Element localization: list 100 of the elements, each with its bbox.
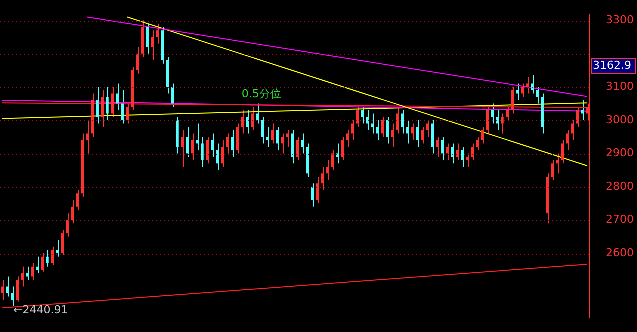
candlestick — [221, 140, 224, 168]
candlestick — [501, 113, 504, 134]
candlestick — [571, 120, 574, 141]
y-tick-label: 3000 — [606, 113, 634, 126]
candlestick — [441, 136, 444, 161]
annotation: 0.5分位 — [242, 87, 282, 100]
candlestick — [416, 120, 419, 148]
candlestick — [276, 126, 279, 151]
candlestick — [386, 116, 389, 144]
candlestick — [336, 143, 339, 164]
candlestick — [36, 256, 39, 274]
candlestick — [381, 116, 384, 138]
candlestick — [311, 183, 314, 208]
candlestick — [151, 30, 154, 62]
candlestick — [186, 126, 189, 158]
candlestick — [116, 83, 119, 111]
candlestick — [566, 130, 569, 151]
candlestick — [201, 136, 204, 168]
candlestick — [206, 136, 209, 164]
candlestick — [356, 106, 359, 128]
y-tick-label: 2800 — [606, 180, 634, 193]
candlestick — [156, 23, 159, 44]
candlestick — [291, 130, 294, 164]
candlestick — [46, 250, 49, 268]
candlestick — [491, 103, 494, 124]
candlestick — [481, 126, 484, 144]
candlestick — [136, 46, 139, 74]
candlestick — [251, 106, 254, 131]
candlestick — [406, 120, 409, 144]
candlestick — [61, 230, 64, 256]
candlestick — [531, 74, 534, 94]
candlestick — [216, 143, 219, 171]
candlestick — [191, 133, 194, 161]
candlestick — [281, 133, 284, 154]
candlestick — [476, 136, 479, 151]
candlestick — [556, 153, 559, 174]
candlestick — [106, 86, 109, 121]
candlestick — [456, 143, 459, 161]
candlestick — [26, 266, 29, 281]
candlestick — [11, 286, 14, 307]
candlestick — [1, 280, 4, 301]
candlestick — [581, 100, 584, 121]
candlestick — [361, 106, 364, 124]
candlestick — [21, 266, 24, 288]
candlestick — [261, 116, 264, 144]
candlestick — [241, 110, 244, 134]
candlestick — [366, 110, 369, 131]
candlestick — [111, 86, 114, 118]
candlestick — [351, 120, 354, 141]
candlestick — [396, 106, 399, 134]
candlestick — [31, 262, 34, 281]
candlestick — [506, 106, 509, 121]
candlestick — [411, 123, 414, 141]
candlestick — [76, 190, 79, 211]
candlestick — [561, 140, 564, 164]
candlestick — [226, 133, 229, 154]
y-tick-label: 3162.9 — [593, 59, 632, 72]
annotation: ←2440.91 — [14, 303, 68, 316]
candlestick — [436, 136, 439, 158]
y-tick-label: 2600 — [606, 246, 634, 260]
candlestick — [536, 86, 539, 104]
candlestick — [86, 120, 89, 154]
candlestick — [286, 130, 289, 148]
candlestick — [496, 110, 499, 131]
candlestick — [341, 136, 344, 161]
candlestick — [576, 106, 579, 128]
candlestick — [181, 130, 184, 168]
candlestick — [331, 150, 334, 171]
candlestick — [521, 83, 524, 98]
candlestick — [421, 126, 424, 144]
candlestick — [316, 176, 319, 204]
candlestick — [391, 123, 394, 148]
candlestick — [121, 90, 124, 124]
y-tick-label: 2900 — [606, 146, 634, 160]
candlestick — [171, 83, 174, 108]
candlestick — [451, 143, 454, 164]
candlestick — [551, 160, 554, 181]
candlestick — [371, 113, 374, 134]
candlestick — [236, 123, 239, 154]
candlestick — [376, 120, 379, 141]
candlestick — [346, 130, 349, 148]
candlestick — [326, 160, 329, 181]
candlestick — [96, 86, 99, 124]
candlestick — [466, 153, 469, 168]
candlestick — [426, 120, 429, 138]
candlestick — [301, 133, 304, 154]
candlestick — [101, 90, 104, 128]
candlestick — [446, 143, 449, 161]
candlestick — [146, 23, 149, 54]
y-tick-label: 3100 — [606, 80, 634, 93]
candlestick — [461, 146, 464, 168]
candlestick — [511, 86, 514, 114]
candlestick — [126, 103, 129, 124]
candlestick — [296, 136, 299, 161]
candlestick — [256, 103, 259, 124]
candlestick — [51, 246, 54, 266]
candlestick — [41, 253, 44, 272]
y-tick-label: 3300 — [606, 13, 634, 26]
candlestick — [471, 143, 474, 161]
candlestick — [56, 240, 59, 258]
